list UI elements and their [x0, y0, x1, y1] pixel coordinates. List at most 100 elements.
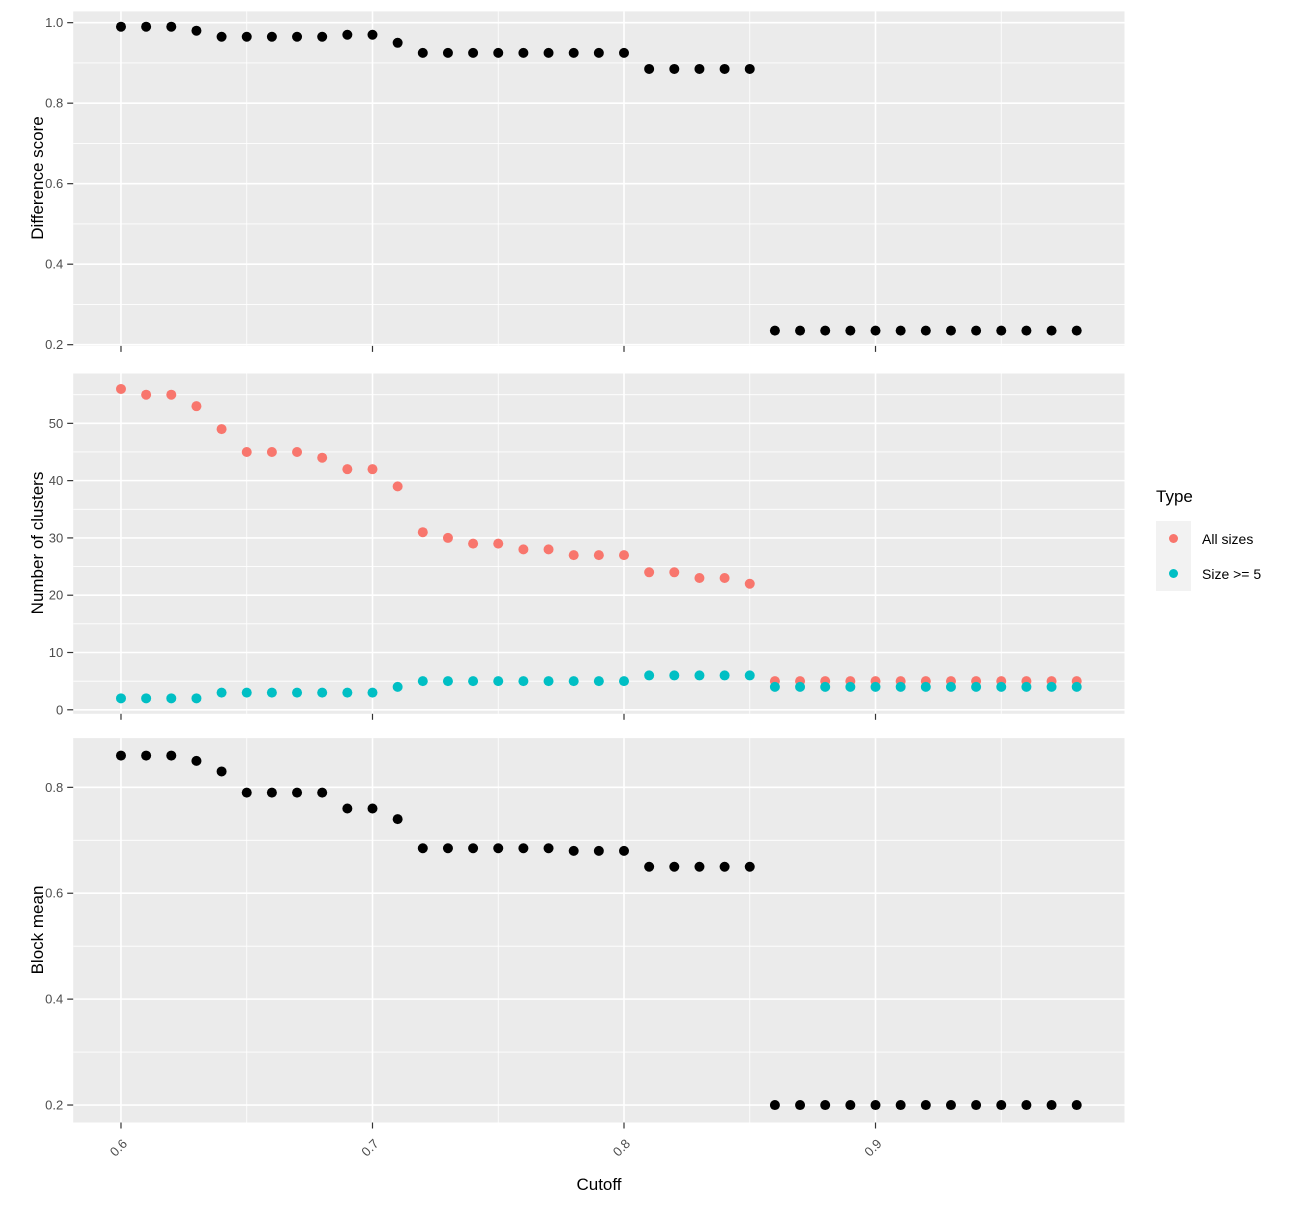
- point-size-5: [568, 676, 579, 687]
- point-difference-score: [945, 325, 956, 336]
- legend-item-label: All sizes: [1202, 530, 1254, 547]
- point-size-5: [1071, 681, 1082, 692]
- point-difference-score: [292, 31, 303, 42]
- point-size-5: [468, 676, 479, 687]
- series-block-mean: [115, 750, 1082, 1111]
- size-ge5-point-icon: [1169, 569, 1178, 578]
- point-all-sizes: [619, 550, 630, 561]
- point-block-mean: [920, 1100, 931, 1111]
- point-all-sizes: [543, 544, 554, 555]
- point-difference-score: [543, 47, 554, 58]
- point-block-mean: [367, 803, 378, 814]
- y-tick-label: 0.6: [45, 886, 63, 901]
- point-block-mean: [115, 750, 126, 761]
- point-difference-score: [493, 47, 504, 58]
- point-size-5: [1046, 681, 1057, 692]
- point-all-sizes: [241, 446, 252, 457]
- point-difference-score: [593, 47, 604, 58]
- point-difference-score: [442, 47, 453, 58]
- panel-number-of-clusters: 50 40 30 20 10 0: [49, 373, 1125, 720]
- point-block-mean: [795, 1100, 806, 1111]
- point-size-5: [820, 681, 831, 692]
- point-size-5: [619, 676, 630, 687]
- panel-background: [73, 738, 1125, 1123]
- legend-item: Size >= 5: [1156, 556, 1261, 591]
- series-size-5: [115, 670, 1082, 704]
- point-size-5: [719, 670, 730, 681]
- point-all-sizes: [593, 550, 604, 561]
- point-size-5: [945, 681, 956, 692]
- y-axis-title-number-of-clusters: Number of clusters: [28, 471, 47, 615]
- point-difference-score: [1021, 325, 1032, 336]
- point-size-5: [115, 693, 126, 704]
- y-tick-label: 0.8: [45, 780, 63, 795]
- point-block-mean: [518, 843, 529, 854]
- point-block-mean: [342, 803, 353, 814]
- point-difference-score: [669, 63, 680, 74]
- point-all-sizes: [141, 389, 152, 400]
- point-difference-score: [191, 25, 202, 36]
- panel-block-mean: 0.8 0.6 0.4 0.2: [45, 738, 1125, 1129]
- point-difference-score: [1071, 325, 1082, 336]
- point-block-mean: [945, 1100, 956, 1111]
- y-tick-label: 40: [49, 473, 63, 488]
- point-block-mean: [543, 843, 554, 854]
- point-all-sizes: [493, 538, 504, 549]
- point-block-mean: [493, 843, 504, 854]
- y-tick-label: 0.6: [45, 176, 63, 191]
- point-block-mean: [971, 1100, 982, 1111]
- point-size-5: [417, 676, 428, 687]
- y-tick-label: 10: [49, 645, 63, 660]
- point-all-sizes: [216, 424, 227, 435]
- point-block-mean: [644, 861, 655, 872]
- point-all-sizes: [367, 464, 378, 475]
- point-difference-score: [619, 47, 630, 58]
- y-tick-label: 50: [49, 416, 63, 431]
- point-block-mean: [266, 787, 277, 798]
- point-difference-score: [920, 325, 931, 336]
- point-block-mean: [1071, 1100, 1082, 1111]
- series-difference-score: [115, 21, 1082, 336]
- point-block-mean: [744, 861, 755, 872]
- point-difference-score: [744, 63, 755, 74]
- point-block-mean: [870, 1100, 881, 1111]
- point-difference-score: [367, 29, 378, 40]
- point-all-sizes: [442, 532, 453, 543]
- point-all-sizes: [518, 544, 529, 555]
- panel-background: [73, 11, 1125, 346]
- point-size-5: [493, 676, 504, 687]
- point-difference-score: [644, 63, 655, 74]
- legend-item-label: Size >= 5: [1202, 565, 1262, 582]
- panel-difference-score: 1.0 0.8 0.6 0.4 0.2: [45, 11, 1125, 352]
- point-size-5: [166, 693, 177, 704]
- point-all-sizes: [115, 383, 126, 394]
- point-block-mean: [820, 1100, 831, 1111]
- point-difference-score: [266, 31, 277, 42]
- point-all-sizes: [166, 389, 177, 400]
- point-block-mean: [292, 787, 303, 798]
- y-axis-title-difference-score: Difference score: [28, 116, 47, 240]
- point-difference-score: [820, 325, 831, 336]
- point-block-mean: [468, 843, 479, 854]
- point-size-5: [367, 687, 378, 698]
- point-size-5: [543, 676, 554, 687]
- point-size-5: [442, 676, 453, 687]
- point-size-5: [342, 687, 353, 698]
- point-size-5: [870, 681, 881, 692]
- x-axis-title: Cutoff: [576, 1175, 622, 1194]
- point-difference-score: [769, 325, 780, 336]
- point-block-mean: [593, 845, 604, 856]
- point-size-5: [795, 681, 806, 692]
- y-tick-label: 0.4: [45, 992, 63, 1007]
- point-difference-score: [342, 29, 353, 40]
- point-difference-score: [694, 63, 705, 74]
- point-difference-score: [392, 37, 403, 48]
- point-block-mean: [669, 861, 680, 872]
- all-sizes-point-icon: [1169, 534, 1178, 543]
- y-tick-label: 30: [49, 530, 63, 545]
- point-size-5: [1021, 681, 1032, 692]
- point-difference-score: [141, 21, 152, 32]
- point-all-sizes: [342, 464, 353, 475]
- point-all-sizes: [644, 567, 655, 578]
- point-block-mean: [619, 845, 630, 856]
